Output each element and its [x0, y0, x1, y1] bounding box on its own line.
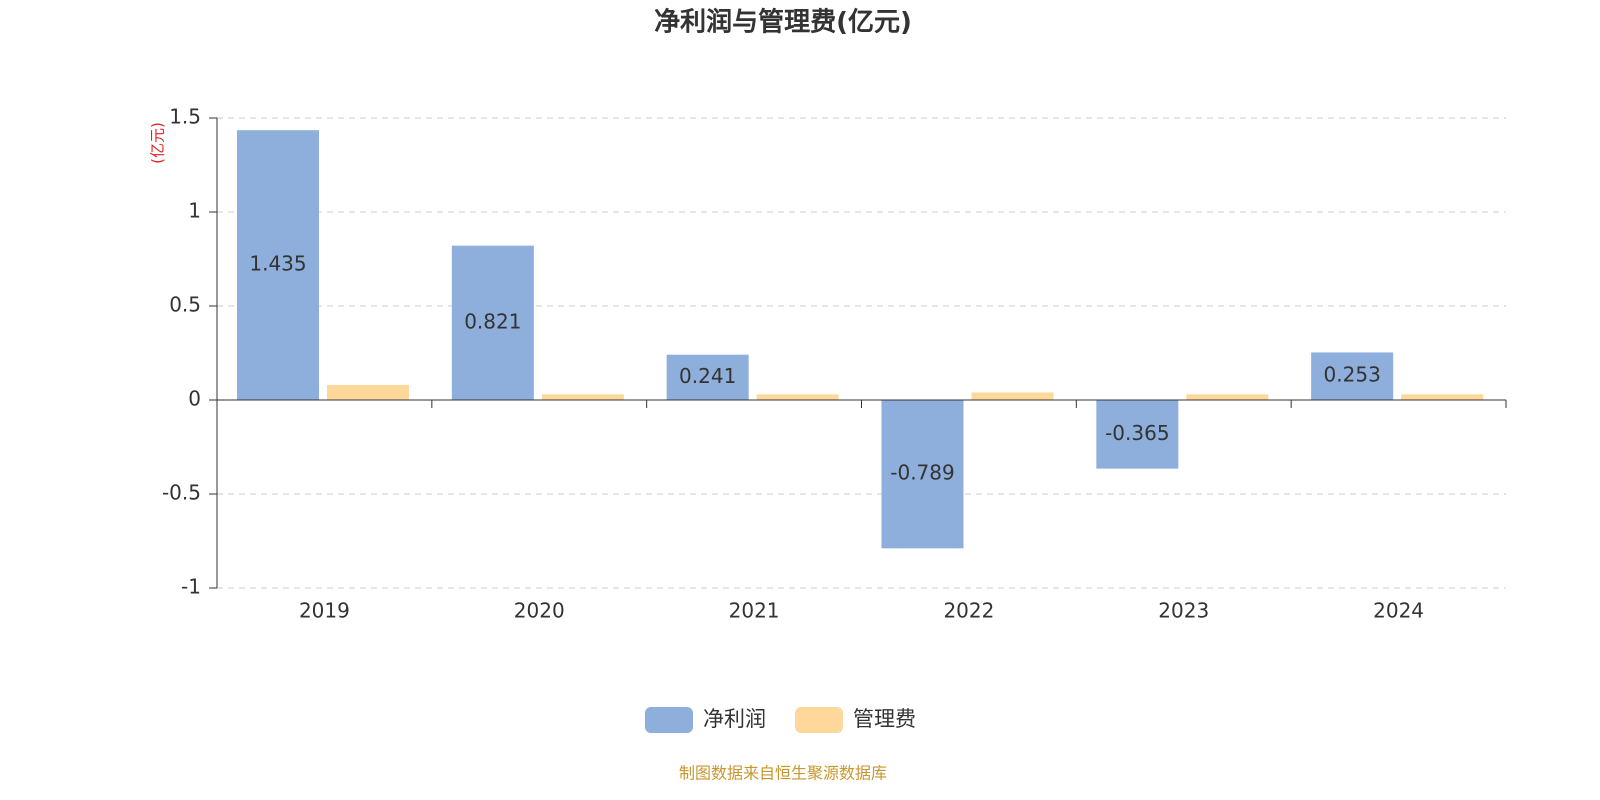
legend-swatch — [645, 707, 693, 733]
y-tick-label: -0.5 — [162, 481, 201, 505]
data-label: -0.789 — [890, 461, 954, 485]
x-tick-label: 2023 — [1158, 599, 1209, 623]
x-tick-label: 2019 — [299, 599, 350, 623]
legend-swatch — [795, 707, 843, 733]
legend-label: 管理费 — [853, 707, 916, 731]
y-tick-label: 1 — [188, 199, 201, 223]
bar — [1311, 352, 1394, 400]
x-tick-label: 2020 — [514, 599, 565, 623]
bar — [881, 400, 964, 549]
y-tick-label: 0.5 — [169, 293, 201, 317]
data-label: 1.435 — [249, 252, 306, 276]
x-tick-label: 2021 — [729, 599, 780, 623]
source-note: 制图数据来自恒生聚源数据库 — [679, 764, 887, 783]
bar — [971, 392, 1054, 400]
x-tick-label: 2024 — [1373, 599, 1424, 623]
y-tick-label: 0 — [188, 387, 201, 411]
y-axis-label: (亿元) — [149, 122, 167, 164]
y-tick-label: -1 — [181, 575, 201, 599]
legend-label: 净利润 — [703, 707, 766, 731]
bar — [541, 394, 624, 400]
y-tick-label: 1.5 — [169, 105, 201, 129]
data-label: -0.365 — [1105, 421, 1169, 445]
chart-title: 净利润与管理费(亿元) — [654, 7, 912, 38]
bar — [756, 394, 839, 400]
data-label: 0.821 — [464, 309, 521, 333]
data-label: 0.241 — [679, 364, 736, 388]
bar — [666, 354, 749, 400]
bar — [1096, 400, 1179, 469]
bar — [237, 130, 319, 400]
bar — [1186, 394, 1269, 400]
x-tick-label: 2022 — [943, 599, 994, 623]
bar — [327, 384, 409, 400]
bar — [451, 245, 534, 400]
data-label: 0.253 — [1324, 363, 1381, 387]
bar — [1401, 394, 1484, 400]
